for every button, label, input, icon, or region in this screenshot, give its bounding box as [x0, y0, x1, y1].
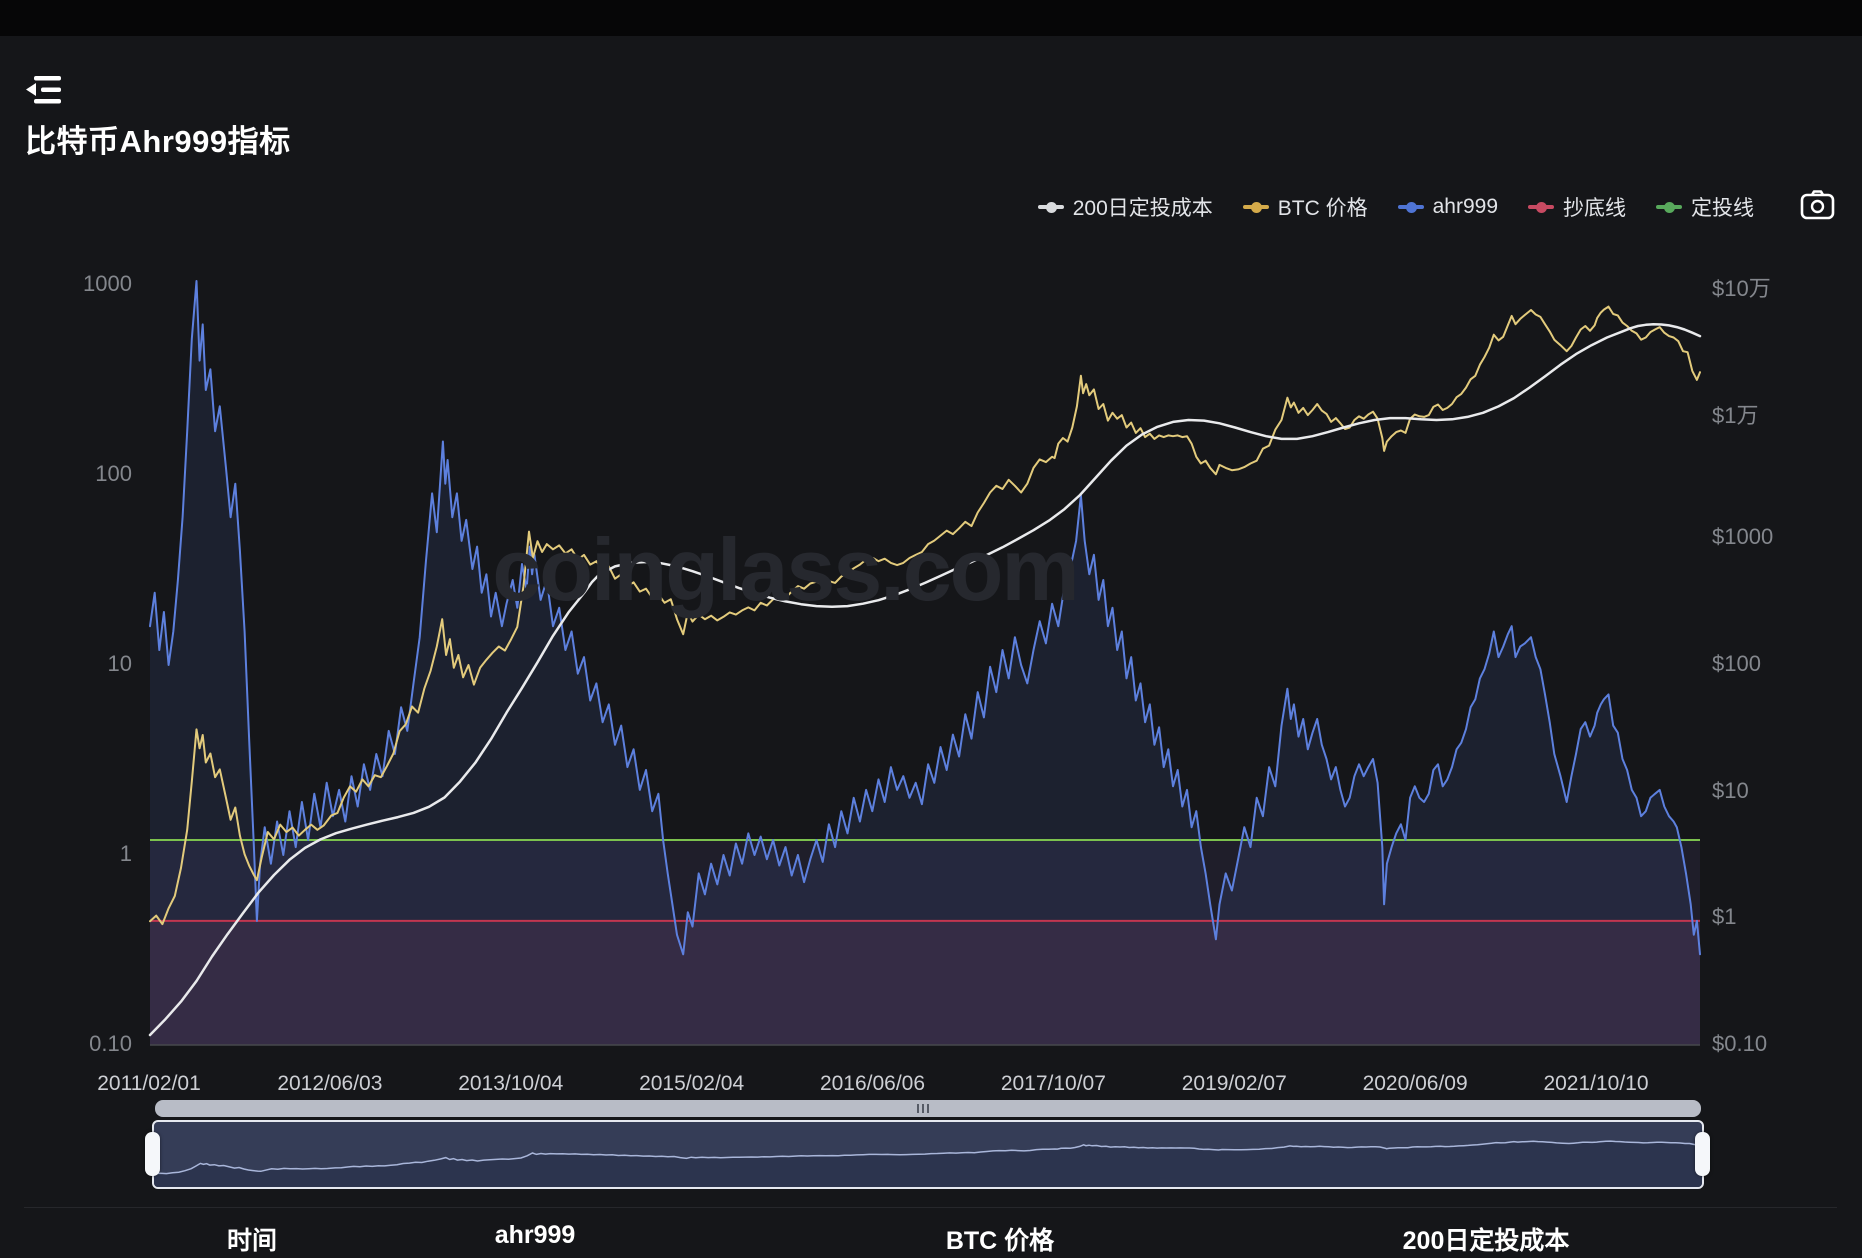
legend-item-dca200[interactable]: 200日定投成本 [1037, 192, 1213, 222]
series-BTC 价格 [149, 305, 1701, 926]
divider [24, 1207, 1837, 1208]
navigator-line [154, 1140, 1702, 1175]
top-bar [0, 0, 1862, 36]
legend-item-dca-line[interactable]: 定投线 [1656, 192, 1754, 222]
camera-icon[interactable] [1800, 189, 1836, 221]
legend-item-btc[interactable]: BTC 价格 [1242, 192, 1368, 222]
series-ahr999 [149, 280, 1701, 956]
ahr999-area [150, 281, 1700, 1045]
page-title: 比特币Ahr999指标 [25, 124, 291, 159]
table-header-0: 时间 [226, 1227, 278, 1255]
navigator-minichart [154, 1140, 1702, 1187]
navigator-window[interactable] [152, 1120, 1704, 1189]
legend-item-bottom-line[interactable]: 抄底线 [1528, 192, 1626, 222]
table-header-2: BTC 价格 [945, 1227, 1055, 1255]
legend-marker-ahr999 [1397, 201, 1424, 213]
navigator-grip-icon[interactable] [917, 1104, 929, 1113]
navigator-left-handle[interactable] [145, 1132, 160, 1176]
legend-label-bottom-line: 抄底线 [1563, 197, 1626, 220]
legend-label-dca-line: 定投线 [1691, 197, 1754, 220]
table-header-row: 时间 ahr999 BTC 价格 200日定投成本 [0, 1221, 1862, 1258]
threshold-zone-1 [150, 920, 1700, 1045]
legend-marker-bottom-line [1528, 201, 1554, 213]
legend-marker-dca-line [1656, 201, 1682, 213]
chart-legend: 200日定投成本 BTC 价格 ahr999 抄底线 定投线 [1037, 192, 1754, 222]
legend-item-ahr999[interactable]: ahr999 [1397, 195, 1498, 219]
legend-label-btc: BTC 价格 [1277, 197, 1368, 220]
navigator-area [154, 1141, 1702, 1187]
threshold-zone-0 [150, 840, 1700, 1045]
table-header-3: 200日定投成本 [1402, 1227, 1570, 1255]
collapse-menu-icon[interactable] [25, 72, 63, 108]
legend-label-dca200: 200日定投成本 [1072, 197, 1213, 220]
legend-marker-btc [1242, 201, 1269, 213]
table-header-1: ahr999 [494, 1221, 576, 1249]
series-200日定投成本 [148, 322, 1702, 1037]
navigator-scrollbar-track[interactable] [155, 1100, 1701, 1117]
legend-marker-dca200 [1037, 201, 1064, 213]
legend-label-ahr999: ahr999 [1432, 195, 1498, 218]
navigator-right-handle[interactable] [1695, 1132, 1710, 1176]
